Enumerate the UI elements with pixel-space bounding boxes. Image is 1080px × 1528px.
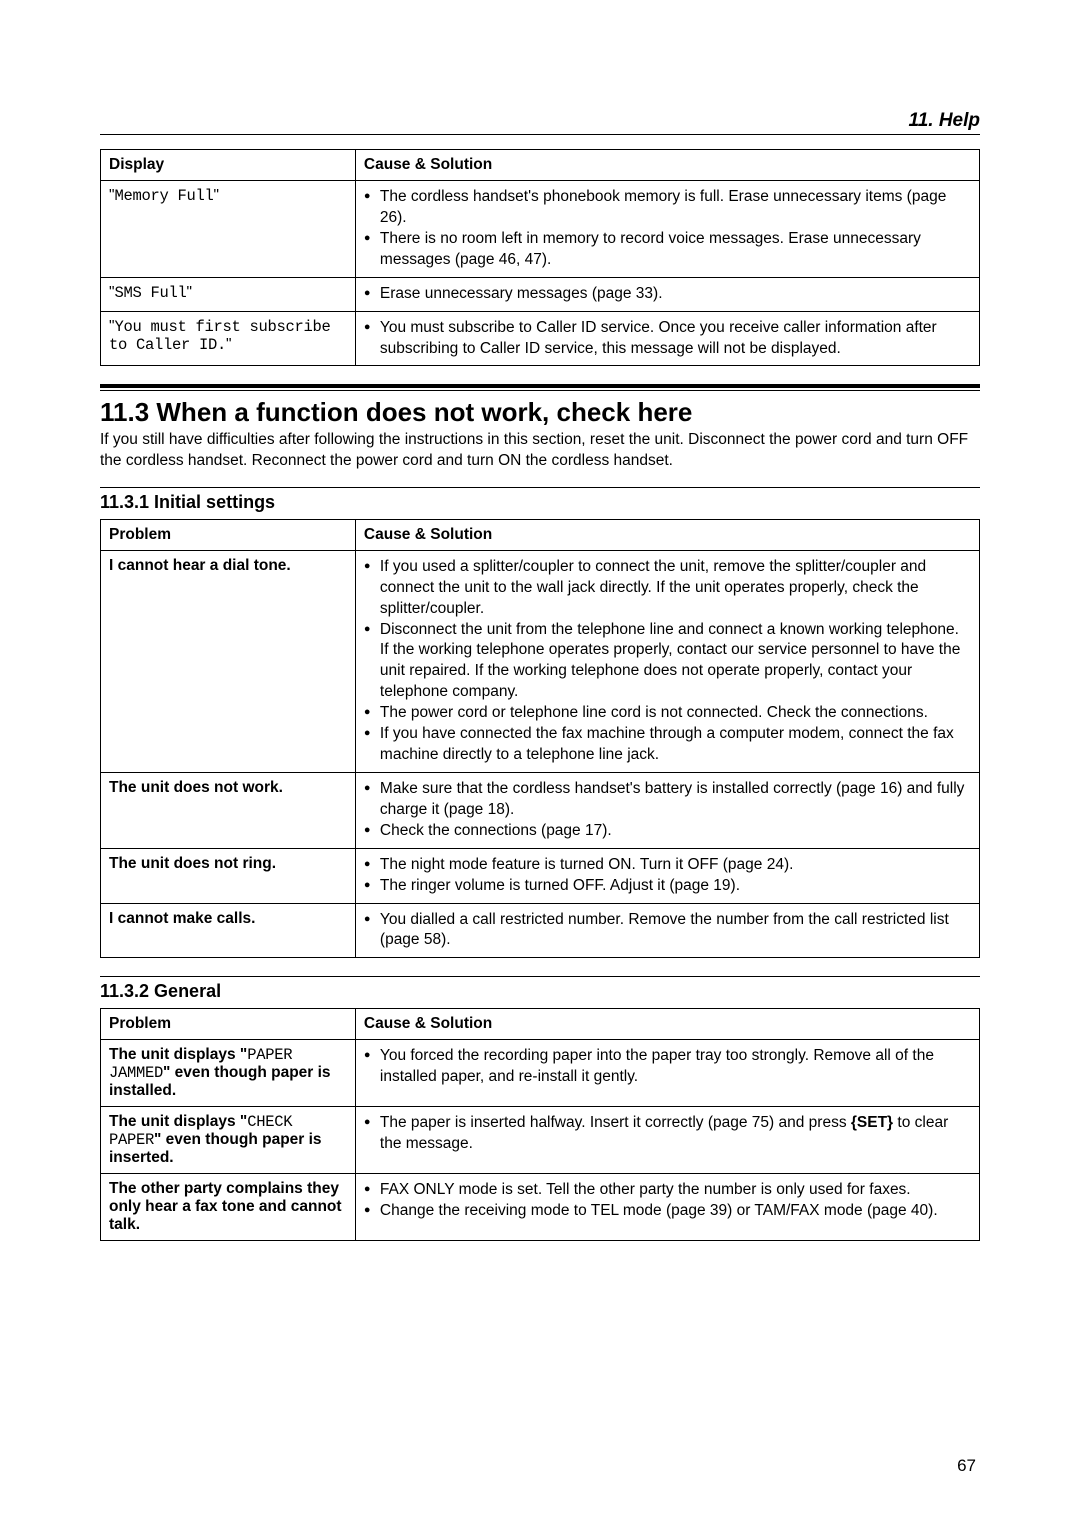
problem-cell: The unit displays "CHECK PAPER" even tho… [101, 1107, 356, 1174]
problem-cell: The unit displays "PAPER JAMMED" even th… [101, 1040, 356, 1107]
problem-text: The unit displays " [109, 1113, 247, 1130]
table-header: Cause & Solution [355, 150, 979, 181]
bullet: Disconnect the unit from the telephone l… [364, 620, 971, 704]
bullet-text: The paper is inserted halfway. Insert it… [380, 1114, 851, 1131]
solution-cell: Make sure that the cordless handset's ba… [355, 772, 979, 848]
solution-cell: The cordless handset's phonebook memory … [355, 181, 979, 278]
bullet: If you used a splitter/coupler to connec… [364, 557, 971, 620]
display-cell: "You must first subscribe to Caller ID." [101, 311, 356, 366]
display-cell: "SMS Full" [101, 277, 356, 311]
display-message-text: SMS Full [115, 284, 187, 302]
bullet: Check the connections (page 17). [364, 821, 971, 842]
problem-cell: The unit does not work. [101, 772, 356, 848]
section-divider [100, 384, 980, 391]
subsection-rule [100, 976, 980, 977]
table-header: Cause & Solution [355, 519, 979, 550]
display-cell: "Memory Full" [101, 181, 356, 278]
table-row: The other party complains they only hear… [101, 1174, 980, 1241]
initial-settings-table: Problem Cause & Solution I cannot hear a… [100, 519, 980, 959]
table-row: The unit does not ring. The night mode f… [101, 848, 980, 903]
section-heading: 11.3 When a function does not work, chec… [100, 397, 980, 428]
table-row: The unit displays "PAPER JAMMED" even th… [101, 1040, 980, 1107]
bullet: The night mode feature is turned ON. Tur… [364, 855, 971, 876]
solution-cell: The night mode feature is turned ON. Tur… [355, 848, 979, 903]
bullet: Erase unnecessary messages (page 33). [364, 284, 971, 305]
bullet: Change the receiving mode to TEL mode (p… [364, 1201, 971, 1222]
bullet: If you have connected the fax machine th… [364, 724, 971, 766]
general-table: Problem Cause & Solution The unit displa… [100, 1008, 980, 1241]
bullet: FAX ONLY mode is set. Tell the other par… [364, 1180, 971, 1201]
page-number: 67 [957, 1456, 976, 1476]
chapter-header: 11. Help [100, 110, 980, 134]
header-rule [100, 134, 980, 135]
display-message-text: You must first subscribe to Caller ID. [109, 318, 331, 354]
bullet: You dialled a call restricted number. Re… [364, 910, 971, 952]
table-row: I cannot hear a dial tone. If you used a… [101, 550, 980, 772]
table-header: Display [101, 150, 356, 181]
problem-text: The unit displays " [109, 1046, 247, 1063]
display-message-text: Memory Full [115, 187, 214, 205]
table-row: "SMS Full" Erase unnecessary messages (p… [101, 277, 980, 311]
bullet: Make sure that the cordless handset's ba… [364, 779, 971, 821]
set-key: {SET} [851, 1114, 893, 1131]
solution-cell: You dialled a call restricted number. Re… [355, 903, 979, 958]
bullet: There is no room left in memory to recor… [364, 229, 971, 271]
solution-cell: FAX ONLY mode is set. Tell the other par… [355, 1174, 979, 1241]
solution-cell: The paper is inserted halfway. Insert it… [355, 1107, 979, 1174]
quote: " [214, 187, 220, 204]
subsection-heading: 11.3.2 General [100, 981, 980, 1002]
table-header: Problem [101, 1009, 356, 1040]
bullet: The ringer volume is turned OFF. Adjust … [364, 876, 971, 897]
solution-cell: You forced the recording paper into the … [355, 1040, 979, 1107]
quote: " [187, 284, 193, 301]
bullet: The cordless handset's phonebook memory … [364, 187, 971, 229]
table-header: Problem [101, 519, 356, 550]
bullet: The power cord or telephone line cord is… [364, 703, 971, 724]
section-intro: If you still have difficulties after fol… [100, 430, 980, 470]
table-row: "Memory Full" The cordless handset's pho… [101, 181, 980, 278]
bullet: You forced the recording paper into the … [364, 1046, 971, 1088]
quote: " [226, 336, 232, 353]
solution-cell: You must subscribe to Caller ID service.… [355, 311, 979, 366]
table-row: "You must first subscribe to Caller ID."… [101, 311, 980, 366]
problem-cell: The other party complains they only hear… [101, 1174, 356, 1241]
subsection-rule [100, 487, 980, 488]
table-row: I cannot make calls. You dialled a call … [101, 903, 980, 958]
table-header: Cause & Solution [355, 1009, 979, 1040]
bullet: You must subscribe to Caller ID service.… [364, 318, 971, 360]
bullet: The paper is inserted halfway. Insert it… [364, 1113, 971, 1155]
table-row: The unit does not work. Make sure that t… [101, 772, 980, 848]
solution-cell: Erase unnecessary messages (page 33). [355, 277, 979, 311]
solution-cell: If you used a splitter/coupler to connec… [355, 550, 979, 772]
problem-cell: I cannot make calls. [101, 903, 356, 958]
page: 11. Help Display Cause & Solution "Memor… [0, 0, 1080, 1528]
problem-cell: I cannot hear a dial tone. [101, 550, 356, 772]
subsection-heading: 11.3.1 Initial settings [100, 492, 980, 513]
display-messages-table: Display Cause & Solution "Memory Full" T… [100, 149, 980, 366]
table-row: The unit displays "CHECK PAPER" even tho… [101, 1107, 980, 1174]
problem-cell: The unit does not ring. [101, 848, 356, 903]
